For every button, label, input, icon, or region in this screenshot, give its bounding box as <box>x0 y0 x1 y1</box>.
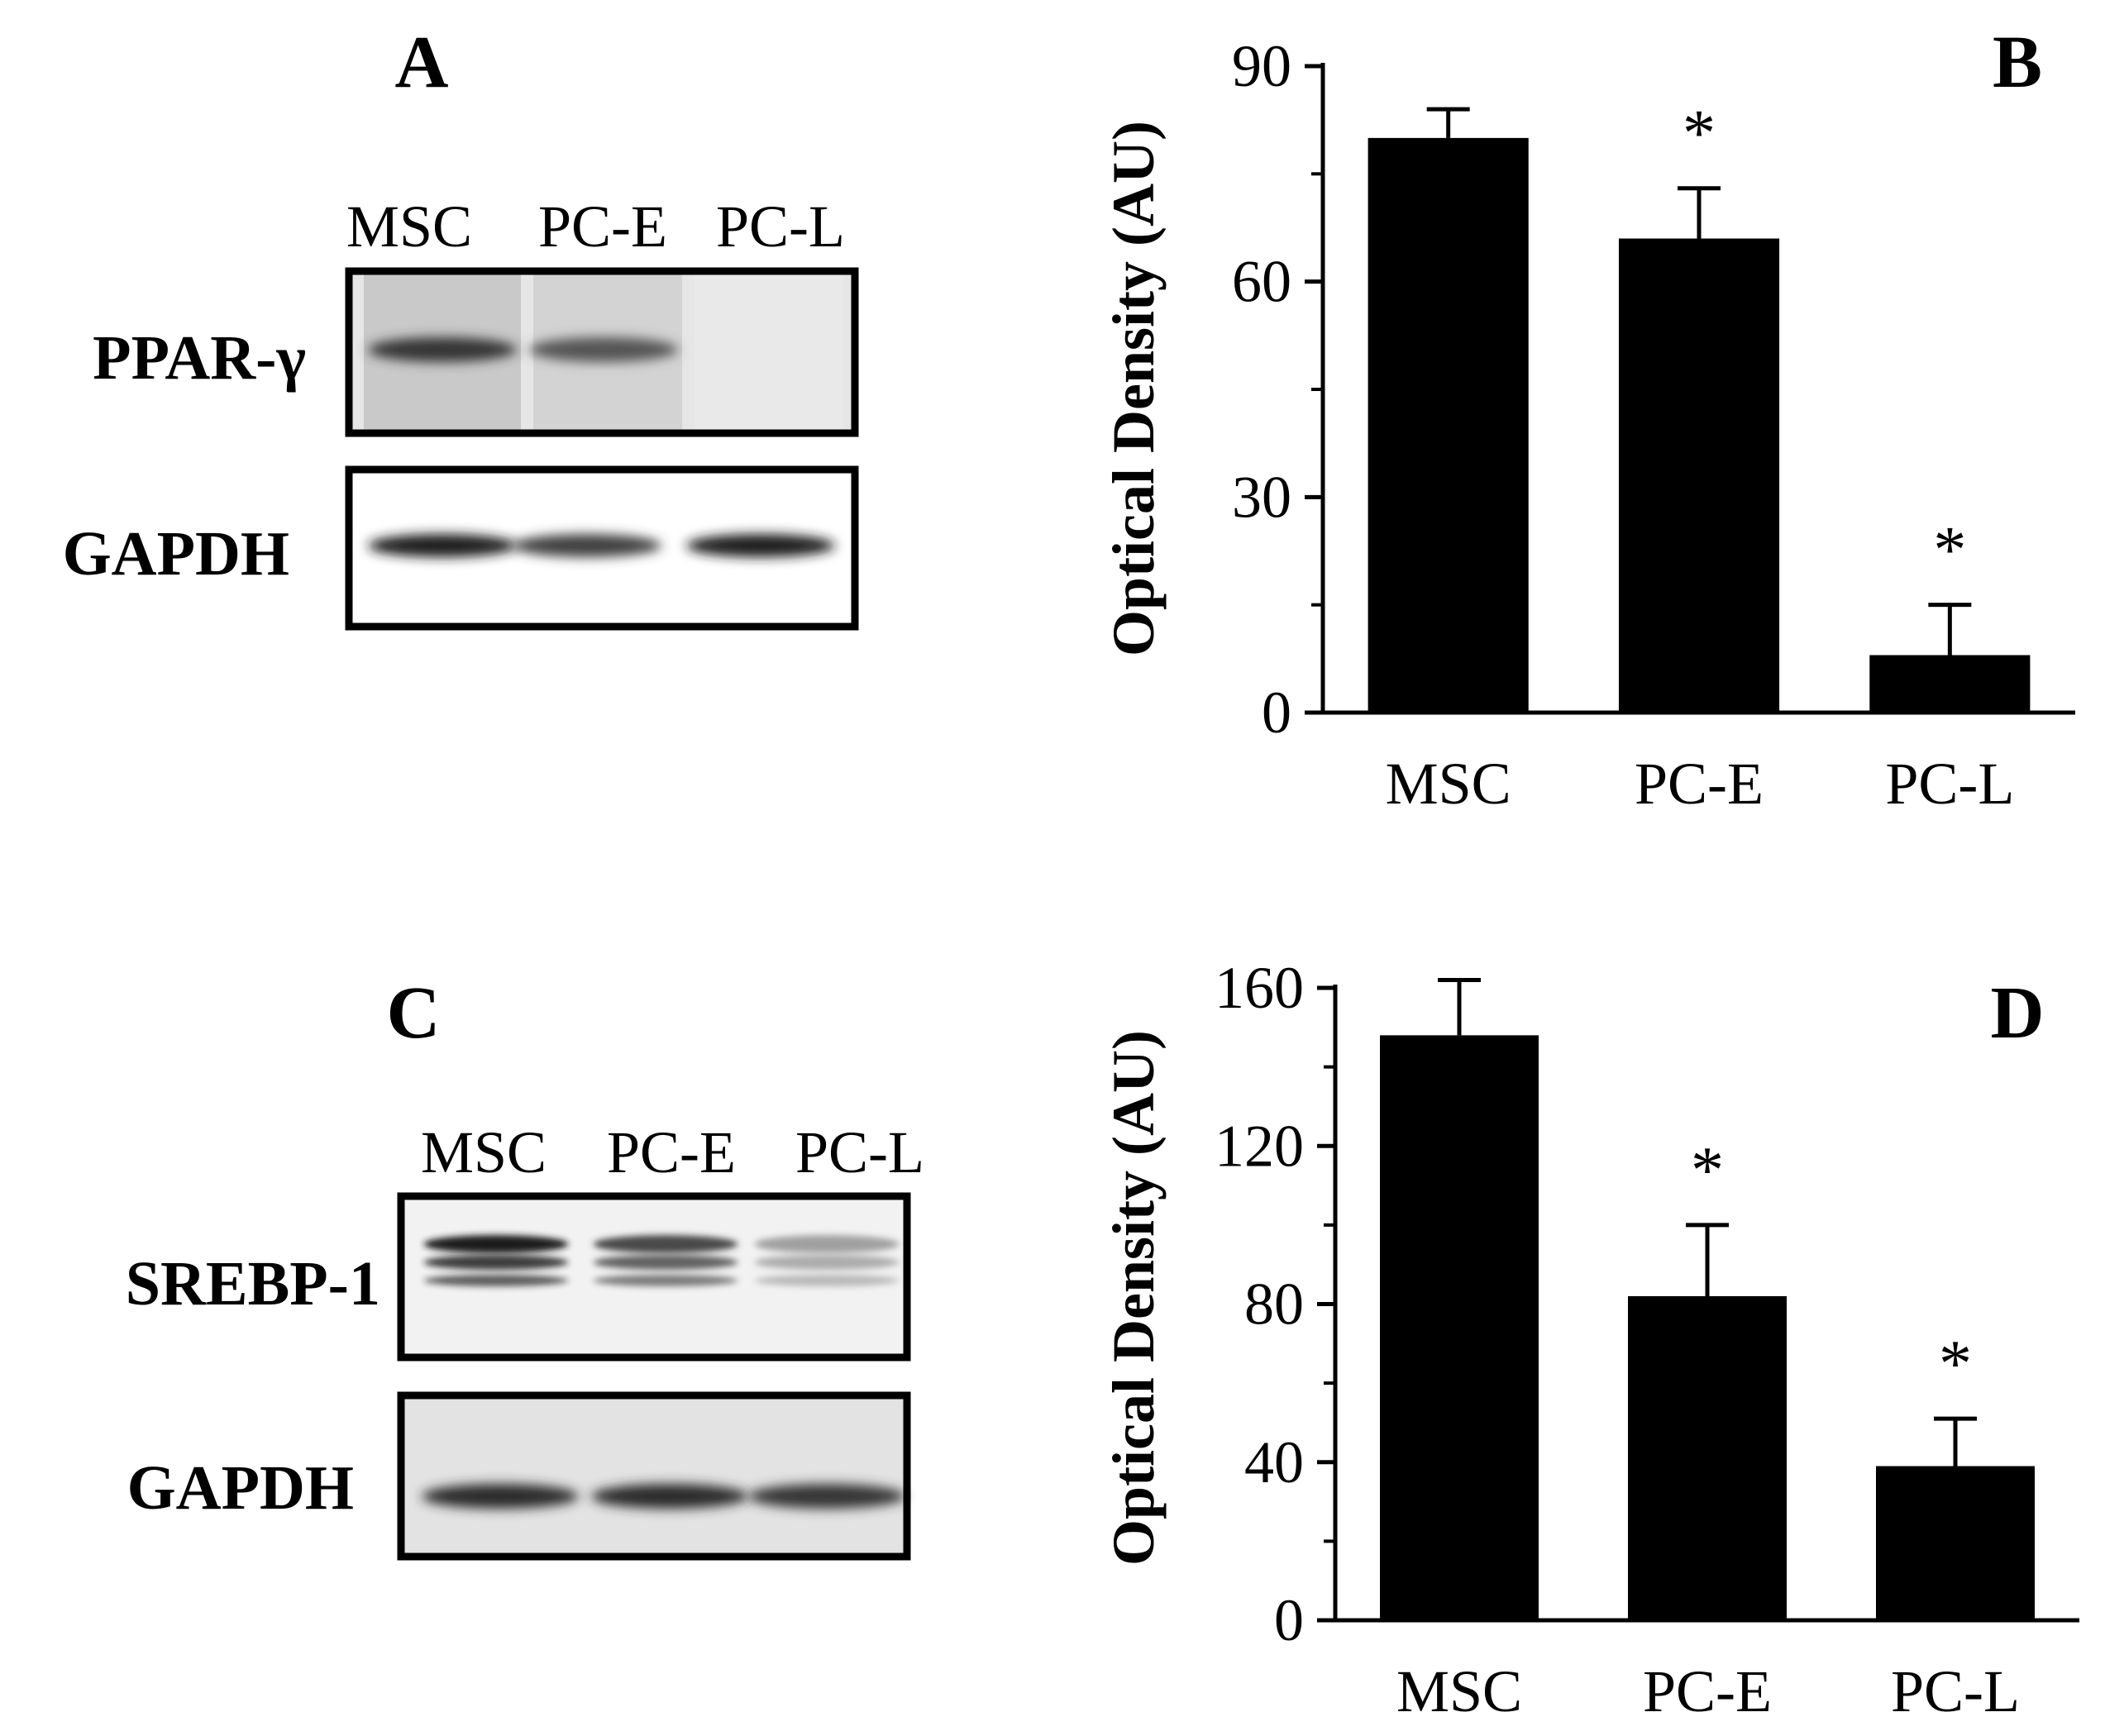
bar-pc-e <box>1618 238 1780 713</box>
lane-label-msc: MSC <box>421 1119 547 1185</box>
bar-pc-l <box>1869 655 2031 713</box>
y-tick-label: 120 <box>1215 1113 1304 1179</box>
blot-band <box>423 1235 569 1253</box>
blot-band <box>593 1275 738 1286</box>
panel-letter-d: D <box>1991 972 2045 1054</box>
blot-ppar-gamma: PPAR-γ <box>93 267 859 437</box>
x-tick-label: PC-L <box>1891 1658 2020 1724</box>
blot-label: SREBP-1 <box>126 1249 380 1319</box>
blot-band <box>368 534 517 557</box>
panel-letter-c: C <box>387 972 441 1054</box>
y-tick-label: 90 <box>1232 33 1291 99</box>
blot-band <box>423 1275 569 1286</box>
blot-frame <box>345 465 859 631</box>
panel-a: A MSC PC-E PC-L PPAR-γ GAPDH <box>63 21 859 631</box>
plot-area: 0 40 80 120 160 MSC * PC-E * PC-L <box>1215 955 2079 1724</box>
bar-pc-l <box>1876 1466 2035 1620</box>
blot-gapdh-c: GAPDH <box>127 1391 911 1561</box>
bar-pc-e <box>1628 1295 1787 1620</box>
blot-gapdh-a: GAPDH <box>63 465 859 631</box>
x-tick-label: PC-E <box>1643 1658 1772 1724</box>
y-axis-title: Optical Density (AU) <box>1100 121 1167 656</box>
blot-band <box>754 1275 900 1286</box>
lane-label-pc-e: PC-E <box>538 193 667 260</box>
blot-band <box>593 1235 738 1253</box>
chart-d: D Optical Density (AU) 0 40 80 120 160 MSC * PC… <box>1100 955 2079 1724</box>
y-axis-title: Optical Density (AU) <box>1100 1030 1167 1566</box>
blot-label: PPAR-γ <box>93 323 306 393</box>
significance-marker: * <box>1683 98 1716 170</box>
bar-msc <box>1380 1035 1539 1620</box>
y-tick-label: 0 <box>1274 1587 1304 1653</box>
blot-band <box>513 534 661 557</box>
blot-band <box>368 337 517 362</box>
band-group <box>368 534 835 557</box>
lane-shade <box>695 273 843 430</box>
x-tick-label: MSC <box>1386 751 1511 817</box>
blot-frame <box>397 1192 911 1362</box>
significance-marker: * <box>1691 1134 1724 1207</box>
chart-b: B Optical Density (AU) 0 30 60 90 MSC * PC-E * P… <box>1100 21 2075 817</box>
blot-band <box>748 1484 905 1509</box>
panel-c: C MSC PC-E PC-L SREBP-1 GAPDH <box>126 972 924 1561</box>
y-tick-label: 160 <box>1215 955 1304 1021</box>
blot-membrane <box>401 1395 907 1557</box>
significance-marker: * <box>1933 514 1966 587</box>
x-tick-label: PC-E <box>1635 751 1764 817</box>
blot-band <box>591 1484 748 1509</box>
blot-frame <box>397 1391 911 1561</box>
bar-msc <box>1368 137 1529 713</box>
blot-srebp-1: SREBP-1 <box>126 1192 911 1362</box>
blot-band <box>422 1484 579 1509</box>
y-tick-label: 30 <box>1232 464 1291 530</box>
band-group <box>368 337 678 362</box>
blot-label: GAPDH <box>127 1453 354 1523</box>
y-tick-label: 0 <box>1262 680 1291 746</box>
blot-frame <box>345 267 859 437</box>
significance-marker: * <box>1939 1328 1972 1400</box>
blot-band <box>754 1255 900 1270</box>
blot-label: GAPDH <box>63 519 289 589</box>
y-tick-label: 40 <box>1244 1429 1304 1495</box>
x-tick-label: MSC <box>1396 1658 1522 1724</box>
blot-band <box>529 337 678 362</box>
blot-band <box>754 1235 900 1253</box>
lane-label-pc-l: PC-L <box>716 193 845 260</box>
panel-letter-b: B <box>1993 21 2042 103</box>
y-tick-label: 60 <box>1232 249 1291 315</box>
lane-label-pc-l: PC-L <box>795 1119 924 1185</box>
plot-area: 0 30 60 90 MSC * PC-E * PC-L <box>1232 33 2075 817</box>
blot-band <box>423 1255 569 1270</box>
x-tick-label: PC-L <box>1885 751 2014 817</box>
blot-band <box>593 1255 738 1270</box>
lane-label-pc-e: PC-E <box>607 1119 736 1185</box>
panel-letter-a: A <box>395 21 449 103</box>
blot-band <box>686 534 835 557</box>
band-group <box>422 1484 905 1509</box>
y-tick-label: 80 <box>1244 1271 1304 1338</box>
band-group <box>423 1235 900 1286</box>
lane-label-msc: MSC <box>346 193 472 260</box>
